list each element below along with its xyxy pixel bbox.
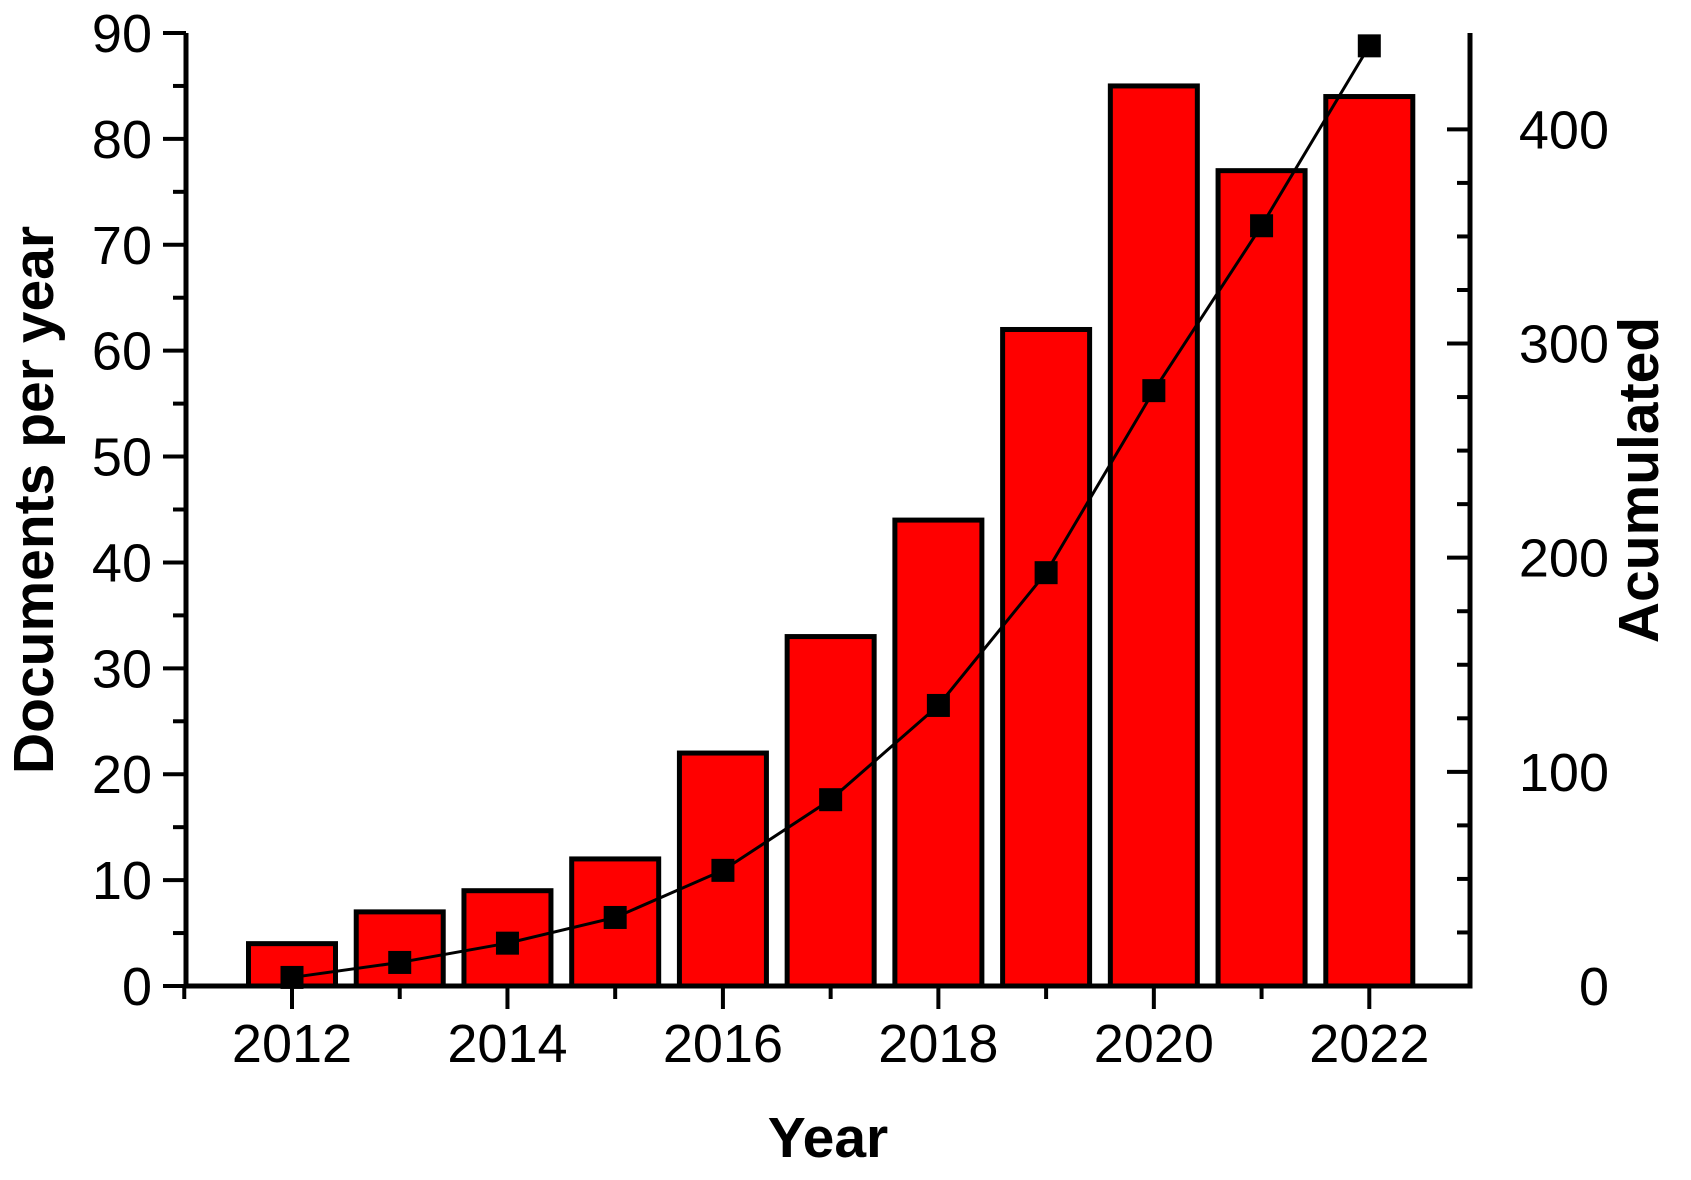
accumulated-marker-2013 <box>388 950 412 974</box>
right-tick-label-400: 400 <box>1519 100 1609 160</box>
x-tick-label-2014: 2014 <box>447 1014 567 1074</box>
accumulated-line-layer <box>280 34 1381 989</box>
bar-2017 <box>784 634 877 989</box>
left-tick-label-30: 30 <box>92 639 152 699</box>
x-tick-label-2012: 2012 <box>232 1014 352 1074</box>
left-tick-label-0: 0 <box>122 957 152 1017</box>
left-tick-label-70: 70 <box>92 216 152 276</box>
bar-2019 <box>1000 326 1093 989</box>
accumulated-marker-2014 <box>495 931 519 955</box>
left-axis-title: Documents per year <box>2 226 66 774</box>
x-tick-label-2016: 2016 <box>663 1014 783 1074</box>
left-tick-label-60: 60 <box>92 322 152 382</box>
accumulated-marker-2017 <box>819 788 843 812</box>
accumulated-marker-2018 <box>926 693 950 717</box>
right-tick-label-200: 200 <box>1519 529 1609 589</box>
accumulated-marker-2016 <box>711 858 735 882</box>
tick-labels-layer: 0 10 20 30 40 50 60 70 80 90 0 100 200 300 400 2012 2014… <box>92 4 1609 1074</box>
bar-2022 <box>1323 94 1416 989</box>
bar-2018 <box>892 517 985 989</box>
bar-2013 <box>353 909 446 989</box>
right-axis-title: Acumulated <box>1607 317 1671 643</box>
accumulated-marker-2015 <box>603 905 627 929</box>
bar-2021 <box>1215 168 1308 989</box>
accumulated-marker-2019 <box>1034 561 1058 585</box>
x-tick-label-2022: 2022 <box>1309 1014 1429 1074</box>
accumulated-marker-2012 <box>280 965 304 989</box>
left-tick-label-10: 10 <box>92 851 152 911</box>
left-tick-label-40: 40 <box>92 533 152 593</box>
left-tick-label-50: 50 <box>92 428 152 488</box>
right-tick-label-0: 0 <box>1579 957 1609 1017</box>
right-tick-label-300: 300 <box>1519 315 1609 375</box>
left-tick-label-90: 90 <box>92 4 152 64</box>
bars-layer <box>246 83 1416 989</box>
axes-layer <box>163 31 1473 1009</box>
x-tick-label-2020: 2020 <box>1094 1014 1214 1074</box>
accumulated-marker-2021 <box>1250 214 1274 238</box>
left-tick-label-80: 80 <box>92 110 152 170</box>
left-tick-label-20: 20 <box>92 745 152 805</box>
bar-2020 <box>1107 83 1200 989</box>
x-axis-title: Year <box>768 1106 888 1170</box>
x-tick-label-2018: 2018 <box>878 1014 998 1074</box>
right-tick-label-100: 100 <box>1519 743 1609 803</box>
accumulated-marker-2020 <box>1142 379 1166 403</box>
accumulated-marker-2022 <box>1357 34 1381 58</box>
